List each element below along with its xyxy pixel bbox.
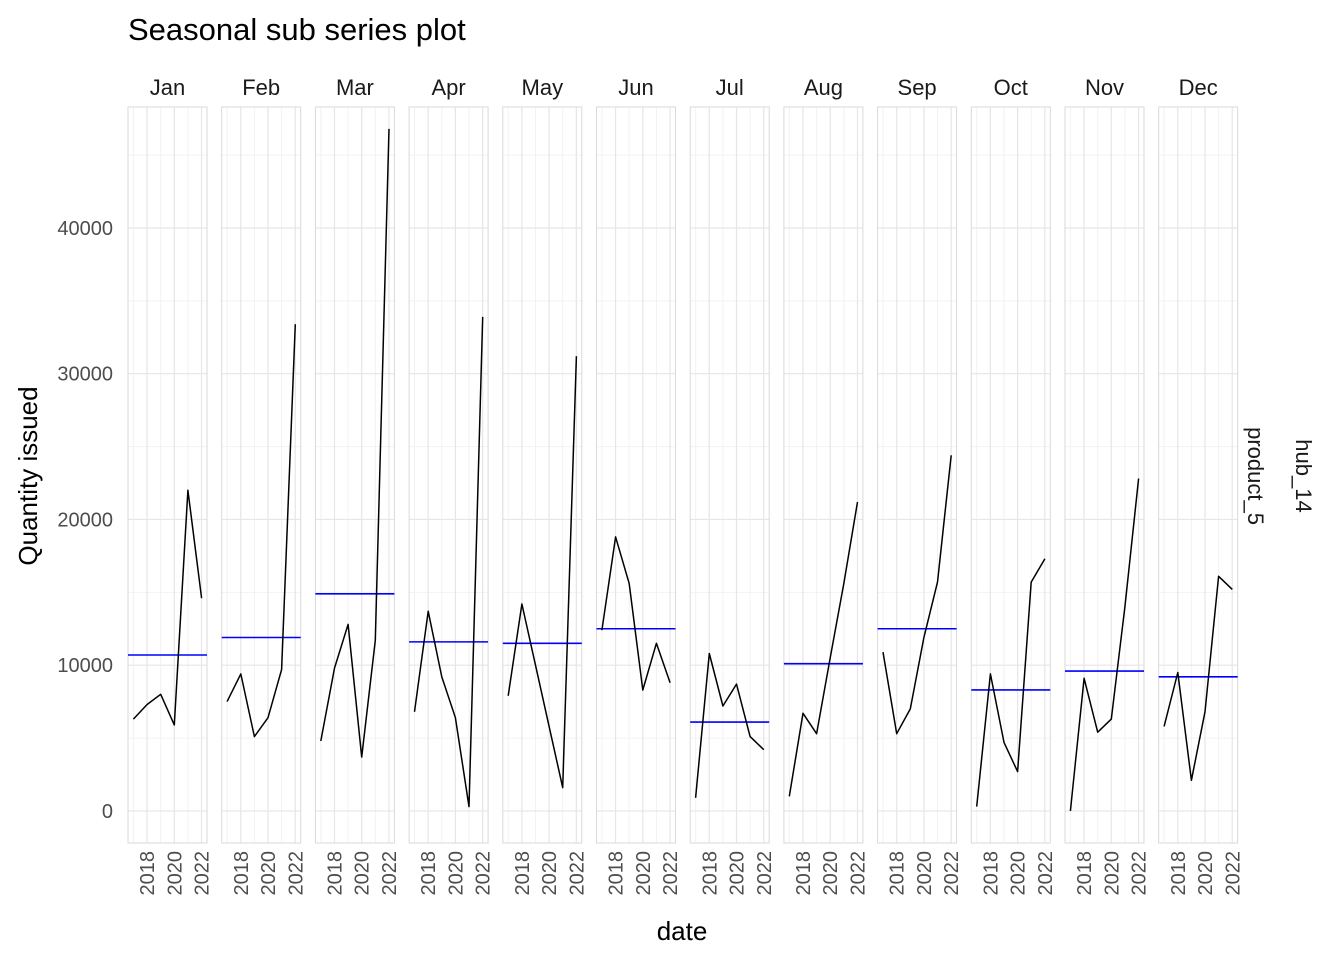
x-tick-label: 2018 [1168, 851, 1190, 896]
panel-border [221, 106, 302, 844]
x-tick-label: 2020 [352, 851, 374, 896]
x-tick-label: 2020 [1195, 851, 1217, 896]
x-tick-label: 2020 [914, 851, 936, 896]
x-tick-label: 2018 [418, 851, 440, 896]
x-tick-label: 2020 [727, 851, 749, 896]
facet-row-label-hub: hub_14 [1291, 439, 1316, 512]
panel-nov: Nov 2018 2020 2022 [1064, 75, 1151, 896]
x-tick-label: 2018 [699, 851, 721, 896]
panel-dec: Dec 2018 2020 2022 [1158, 75, 1244, 896]
x-tick-label: 2018 [512, 851, 534, 896]
panel-border [783, 106, 864, 844]
x-tick-label: 2022 [192, 851, 214, 896]
x-tick-label: 2022 [473, 851, 495, 896]
series-line-aug [788, 501, 859, 797]
panel-border [689, 106, 770, 844]
x-tick-label: 2022 [1129, 851, 1151, 896]
panel-sep: Sep 2018 2020 2022 [877, 75, 963, 896]
x-tick-label: 2018 [1074, 851, 1096, 896]
strip-label-dec: Dec [1179, 75, 1218, 100]
x-tick-label: 2022 [379, 851, 401, 896]
x-tick-label: 2022 [1222, 851, 1244, 896]
panel-jun: Jun 2018 2020 2022 [596, 75, 682, 896]
strip-label-jun: Jun [618, 75, 653, 100]
panel-feb: Feb 2018 2020 2022 [221, 75, 307, 896]
x-tick-label: 2018 [231, 851, 253, 896]
panel-border [502, 106, 583, 844]
panel-border [314, 106, 395, 844]
y-tick-label: 0 [102, 801, 113, 823]
panel-jul: Jul 2018 2020 2022 [689, 75, 776, 896]
strip-label-apr: Apr [431, 75, 465, 100]
panel-jan: Jan 2018 2020 2022 [127, 75, 214, 896]
x-tick-label: 2022 [285, 851, 307, 896]
x-tick-label: 2018 [606, 851, 628, 896]
strip-label-oct: Oct [994, 75, 1028, 100]
y-tick-label: 40000 [57, 218, 113, 240]
series-line-sep [882, 455, 952, 735]
x-tick-label: 2022 [1035, 851, 1057, 896]
panel-oct: Oct 2018 2020 2022 [970, 75, 1057, 896]
x-axis-title: date [657, 916, 708, 946]
x-tick-label: 2018 [980, 851, 1002, 896]
chart-title: Seasonal sub series plot [128, 12, 466, 47]
strip-label-mar: Mar [336, 75, 374, 100]
panel-may: May 2018 2020 2022 [502, 75, 588, 896]
strip-label-may: May [522, 75, 564, 100]
strip-label-aug: Aug [804, 75, 843, 100]
series-line-apr [413, 316, 484, 808]
panel-border [408, 106, 489, 844]
strip-label-nov: Nov [1085, 75, 1124, 100]
strip-label-sep: Sep [898, 75, 937, 100]
x-tick-label: 2018 [793, 851, 815, 896]
series-line-oct [975, 558, 1046, 807]
x-tick-label: 2020 [539, 851, 561, 896]
x-tick-label: 2020 [445, 851, 467, 896]
x-tick-label: 2018 [325, 851, 347, 896]
series-line-nov [1069, 478, 1140, 811]
x-tick-label: 2020 [164, 851, 186, 896]
y-tick-label: 30000 [57, 364, 113, 386]
series-line-jan [132, 489, 203, 726]
series-line-dec [1163, 575, 1233, 782]
series-line-mar [320, 128, 390, 758]
x-tick-label: 2018 [137, 851, 159, 896]
x-tick-label: 2022 [941, 851, 963, 896]
panel-aug: Aug 2018 2020 2022 [783, 75, 870, 896]
strip-label-feb: Feb [242, 75, 280, 100]
y-tick-label: 10000 [57, 655, 113, 677]
panel-border [1064, 106, 1145, 844]
panel-border [877, 106, 958, 844]
x-tick-label: 2022 [754, 851, 776, 896]
panel-border [1158, 106, 1239, 844]
x-tick-label: 2018 [887, 851, 909, 896]
series-line-may [507, 356, 578, 789]
panel-border [127, 106, 208, 844]
series-line-jun [601, 536, 671, 691]
x-tick-label: 2020 [258, 851, 280, 896]
x-tick-label: 2022 [660, 851, 682, 896]
strip-label-jan: Jan [150, 75, 185, 100]
x-tick-label: 2020 [633, 851, 655, 896]
x-tick-label: 2022 [566, 851, 588, 896]
y-axis-title: Quantity issued [13, 386, 43, 565]
panel-mar: Mar 2018 2020 2022 [314, 75, 401, 896]
x-tick-label: 2020 [1008, 851, 1030, 896]
facet-row-label-product: product_5 [1243, 427, 1268, 525]
series-line-jul [694, 652, 765, 798]
x-tick-label: 2020 [1101, 851, 1123, 896]
y-axis-ticks: 0 10000 20000 30000 40000 [57, 218, 113, 823]
series-line-feb [226, 324, 297, 738]
panel-border [596, 106, 676, 844]
panel-apr: Apr 2018 2020 2022 [408, 75, 495, 896]
panel-border [970, 106, 1051, 844]
y-tick-label: 20000 [57, 509, 113, 531]
x-tick-label: 2022 [848, 851, 870, 896]
x-tick-label: 2020 [820, 851, 842, 896]
strip-label-jul: Jul [716, 75, 744, 100]
